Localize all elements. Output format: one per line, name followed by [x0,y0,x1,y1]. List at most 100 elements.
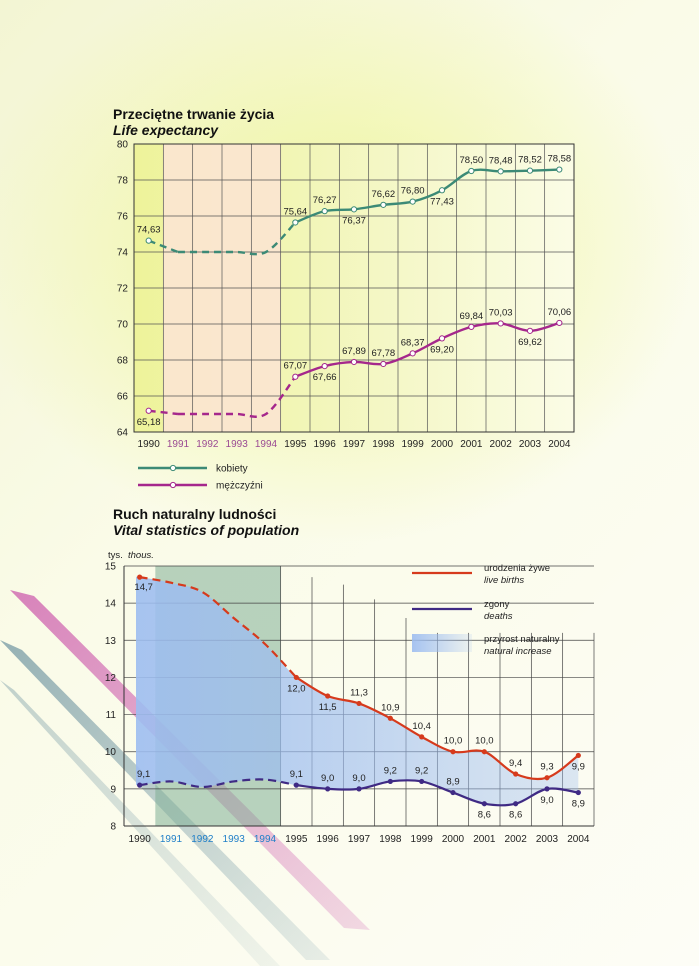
life-expectancy-chart: 64 66 68 70 72 74 76 78 80 1990 1991 1992 1993 1994 19… [117,140,575,492]
chart1-data-label: 78,58 [547,154,571,165]
chart2-natural-increase-area [135,576,579,806]
chart2-data-label: 11,5 [319,702,337,713]
chart1-point [497,168,504,175]
chart1-point [497,320,504,327]
chart1-series-0-start [148,239,179,254]
chart2-data-label: 8,6 [509,810,522,821]
chart1-xtick-label: 2002 [490,439,513,450]
chart2-ytick-label: 15 [105,562,117,573]
chart1-point [145,407,152,414]
chart1-ytick-label: 72 [117,284,129,295]
chart2-series-0-dashed [139,576,298,679]
chart1-data-label: 76,27 [313,195,337,206]
chart2-legend-label: zgony [484,599,510,610]
chart2-xtick-label: 2004 [567,834,590,845]
chart1-point [409,198,416,205]
chart2-xtick-label: 1998 [379,834,402,845]
chart2-legend-label-en: deaths [484,611,513,622]
chart1-point [350,206,358,213]
chart2-point [387,715,393,721]
chart2-point [419,778,425,785]
chart2-data-label: 10,0 [444,736,463,747]
chart2-xtick-label: 2002 [505,834,528,845]
chart2-data-label: 9,0 [321,773,334,784]
chart2-point [137,782,143,788]
chart2-xtick-label: 1991 [160,834,183,845]
chart2-point [419,734,425,740]
chart2-ylabel-en: thous. [128,550,154,561]
chart1-data-label: 76,80 [401,186,425,197]
chart1-point [556,166,563,173]
chart2-legend-swatch-increase [412,634,472,652]
chart1-point [292,219,299,226]
chart1-xtick-label: 2001 [460,439,483,450]
chart2-legend-label: przyrost naturalny [484,634,560,645]
chart1-series-1-line [294,321,560,378]
chart2-data-label: 9,1 [137,769,150,780]
chart2-data-label: 9,2 [384,765,397,776]
chart2-ytick-label: 10 [105,747,117,758]
chart1-data-label: 67,89 [342,346,366,357]
chart1-xtick-label: 1998 [372,439,395,450]
chart1-frame [133,143,575,433]
chart1-data-label: 76,62 [371,189,395,200]
chart2-xtick-label: 1993 [223,834,246,845]
chart2-data-label: 9,9 [572,761,585,772]
chart1-data-label: 67,66 [313,372,337,383]
chart2-point [481,801,487,807]
chart2-ytick-label: 8 [110,822,116,833]
chart2-data-label: 9,3 [540,762,553,773]
chart2-point [544,775,550,781]
chart2-point [575,752,581,759]
chart1-xtick-label: 2000 [431,439,454,450]
chart2-data-label: 9,2 [415,765,428,776]
chart1-ytick-label: 80 [117,140,129,151]
chart2-point [544,786,550,792]
chart1-point [409,350,416,357]
chart1-data-label: 68,37 [401,337,425,348]
chart1-legend-marker [169,481,177,489]
chart2-point [356,700,362,707]
chart1-point [321,363,328,370]
chart1-point [380,201,387,208]
chart1-point [438,335,446,342]
chart1-xtick-label: 1994 [255,439,278,450]
chart2-xtick-label: 2000 [442,834,465,845]
chart2-data-label: 12,0 [287,683,306,694]
chart1-legend-label: kobiety [216,464,248,475]
chart2-xtick-label: 1994 [254,834,277,845]
chart1-data-label: 78,48 [489,155,513,166]
chart1-data-label: 76,37 [342,215,366,226]
chart2-ytick-label: 13 [105,636,117,647]
chart2-data-label: 14,7 [134,582,153,593]
chart1-data-label: 65,18 [137,417,161,428]
chart1-legend-label: mężczyźni [216,481,263,492]
chart2-ytick-label: 11 [106,710,117,721]
chart1-subtitle: Life expectancy [113,122,219,138]
chart1-point [321,208,328,215]
chart1-xtick-label: 1992 [196,439,219,450]
chart2-point [450,749,456,755]
chart1-point [468,323,475,330]
chart1-title: Przeciętne trwanie życia [113,106,275,122]
chart2-data-label: 9,1 [290,769,303,780]
chart2-series-1-line [296,779,579,807]
chart1-point [556,319,563,327]
chart2-data-label: 8,9 [572,799,585,810]
chart2-legend-label-en: natural increase [484,646,552,657]
chart2-subtitle: Vital statistics of population [113,522,300,538]
chart1-xtick-label: 1991 [167,439,190,450]
chart2-point [293,782,299,788]
chart1-point [526,327,534,334]
chart1-point [380,360,387,368]
chart2-ylabel: tys. [108,550,123,561]
chart2-point [481,749,487,755]
chart1-xtick-label: 1999 [402,439,425,450]
chart2-title-block: Ruch naturalny ludności Vital statistics… [113,506,299,538]
chart1-point [438,187,446,194]
chart2-point [575,789,581,796]
chart1-title-block: Przeciętne trwanie życia Life expectancy [113,106,274,138]
chart1-data-label: 78,52 [518,155,542,166]
chart1-data-label: 69,62 [518,337,542,348]
